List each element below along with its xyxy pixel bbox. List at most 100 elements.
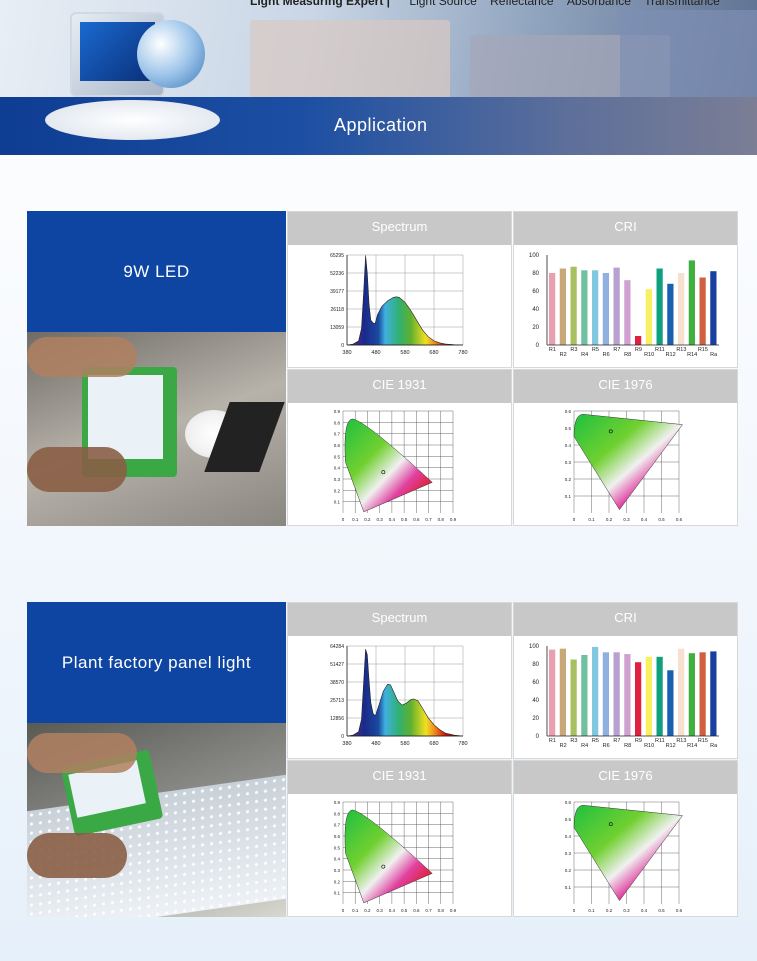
category-label: R3: [570, 738, 577, 744]
y-tick-label: 25713: [330, 698, 344, 704]
product-photo: [27, 723, 286, 917]
category-label: Ra: [710, 352, 718, 358]
cri-bar-R15: [699, 652, 706, 736]
cie1931-header: CIE 1931: [288, 370, 511, 403]
category-label: R4: [581, 352, 588, 358]
y-tick-label: 0.2: [565, 477, 572, 482]
y-tick-label: 100: [529, 253, 540, 259]
cri-bar-R13: [678, 273, 685, 345]
cri-bar-R3: [570, 266, 577, 345]
y-tick-label: 13059: [330, 325, 344, 331]
x-tick-label: 580: [400, 350, 409, 356]
cri-chart: 020406080100R1R2R3R4R5R6R7R8R9R10R11R12R…: [529, 644, 719, 749]
x-tick-label: 0.6: [413, 908, 420, 913]
cie1931-header: CIE 1931: [288, 761, 511, 794]
y-tick-label: 0.3: [334, 477, 341, 482]
cri-bar-R5: [592, 646, 599, 736]
cie1976-panel: CIE 1976 0 0.1 0.2 0.3 0.4 0.5 0.6 0.1 0.2 0.3 0.4 0…: [513, 760, 738, 917]
section-title-text: 9W LED: [123, 261, 190, 281]
x-tick-label: 0.2: [364, 517, 371, 522]
nav-transmittance[interactable]: Transmittance: [644, 0, 720, 8]
banner-title: Application: [334, 115, 428, 135]
y-tick-label: 0.8: [334, 811, 341, 816]
y-tick-label: 64284: [330, 644, 344, 650]
y-tick-label: 0.4: [565, 443, 572, 448]
cri-bar-R10: [645, 656, 652, 736]
category-label: R10: [644, 743, 654, 749]
cie1931-chart: 0 0.1 0.2 0.3 0.4 0.5 0.6 0.7 0.8 0.9 0.1 0.2 0.3 0.4…: [334, 409, 457, 522]
cri-bar-R7: [613, 652, 620, 736]
x-tick-label: 0.2: [606, 908, 613, 913]
y-tick-label: 0: [341, 343, 344, 349]
cri-bar-R2: [559, 268, 566, 345]
y-tick-label: 0.8: [334, 420, 341, 425]
y-tick-label: 0.5: [334, 845, 341, 850]
cri-bar-R15: [699, 277, 706, 345]
category-label: R8: [624, 352, 631, 358]
x-tick-label: 480: [371, 741, 380, 747]
cri-bar-R1: [549, 649, 556, 736]
cie1976-chart: 0 0.1 0.2 0.3 0.4 0.5 0.6 0.1 0.2 0.3 0.4 0.5 0.6: [565, 800, 683, 913]
y-tick-label: 0.1: [565, 885, 572, 890]
cie1931-panel: CIE 1931 0 0.1 0.2 0.3 0.4 0.5 0.6 0.7 0.8 0.9 0.1 0…: [287, 369, 512, 526]
cri-bar-R12: [667, 283, 674, 345]
cri-panel: CRI 0 20 40 60 80 100 R1 R2 R3 R4 R5 R6 R7 R8 R9 R10 R11 R…: [513, 602, 738, 759]
y-tick-label: 0.6: [334, 443, 341, 448]
category-label: Ra: [710, 743, 718, 749]
x-tick-label: 0: [573, 517, 576, 522]
cri-bar-R2: [559, 648, 566, 736]
x-tick-label: 0.1: [352, 517, 359, 522]
y-tick-label: 12856: [330, 716, 344, 722]
y-tick-label: 0.2: [334, 879, 341, 884]
spectrum-panel: Spectrum 380 480 580 680 780 0 12856 25713 38570 5…: [287, 602, 512, 759]
category-label: R2: [560, 743, 567, 749]
chromaticity-point: [381, 470, 386, 475]
category-label: R15: [698, 347, 708, 353]
nav-absorbance[interactable]: Absorbance: [566, 0, 631, 8]
cri-header: CRI: [514, 212, 737, 245]
x-tick-label: 0.1: [588, 517, 595, 522]
y-tick-label: 80: [532, 662, 539, 668]
section-9w-led: 9W LED Spectrum 380 480 580 680 780 0 13059 2611…: [27, 211, 740, 526]
y-tick-label: 0.2: [334, 488, 341, 493]
y-tick-label: 52236: [330, 271, 344, 277]
cri-bar-Ra: [710, 651, 717, 736]
cri-bar-R8: [624, 280, 631, 345]
spectrum-header: Spectrum: [288, 603, 511, 636]
category-label: R8: [624, 743, 631, 749]
y-tick-label: 0.3: [565, 851, 572, 856]
tagline: Light Measuring Expert |: [250, 0, 391, 8]
chromaticity-gamut: [344, 809, 433, 904]
y-tick-label: 0.1: [565, 494, 572, 499]
x-tick-label: 0.1: [588, 908, 595, 913]
x-tick-label: 0.3: [377, 517, 384, 522]
cri-bar-R4: [581, 270, 588, 345]
y-tick-label: 40: [532, 698, 539, 704]
cri-bar-R14: [688, 260, 695, 345]
cri-bar-R1: [549, 273, 556, 345]
cie1976-panel: CIE 1976 0 0.1 0.2 0.3 0.4 0.5 0.6 0.1 0.2 0.3 0.4 0…: [513, 369, 738, 526]
y-tick-label: 0: [341, 734, 344, 740]
cri-bar-Ra: [710, 271, 717, 345]
x-tick-label: 680: [429, 350, 438, 356]
cri-bar-R7: [613, 267, 620, 345]
y-tick-label: 20: [532, 325, 539, 331]
cri-bar-R6: [602, 652, 609, 736]
x-tick-label: 580: [400, 741, 409, 747]
x-tick-label: 0.1: [352, 908, 359, 913]
category-label: R11: [655, 347, 665, 353]
y-tick-label: 0.5: [565, 817, 572, 822]
section-title: Plant factory panel light: [27, 602, 286, 723]
x-tick-label: 480: [371, 350, 380, 356]
nav-light-source[interactable]: Light Source: [409, 0, 477, 8]
spectrum-curve: [346, 255, 464, 346]
y-tick-label: 0.1: [334, 891, 341, 896]
y-tick-label: 51427: [330, 662, 344, 668]
y-tick-label: 0: [536, 343, 540, 349]
chromaticity-gamut: [344, 418, 433, 513]
cri-header: CRI: [514, 603, 737, 636]
y-tick-label: 0.7: [334, 432, 341, 437]
x-tick-label: 0.3: [377, 908, 384, 913]
x-tick-label: 0.8: [438, 908, 445, 913]
nav-reflectance[interactable]: Reflectance: [490, 0, 554, 8]
